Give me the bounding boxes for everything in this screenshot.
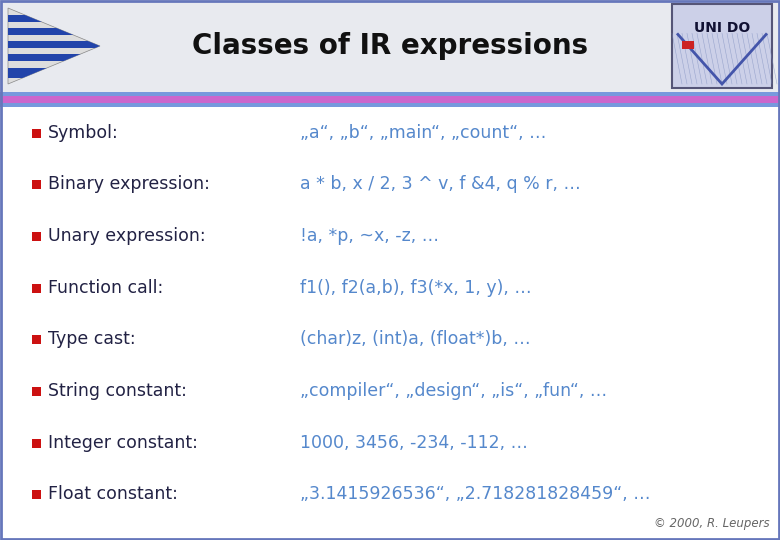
Text: Type cast:: Type cast: (48, 330, 136, 348)
Bar (672, 4, 772, 88)
Text: © 2000, R. Leupers: © 2000, R. Leupers (654, 517, 770, 530)
Text: Classes of IR expressions: Classes of IR expressions (192, 32, 588, 60)
Text: String constant:: String constant: (48, 382, 187, 400)
Text: „3.1415926536“, „2.718281828459“, …: „3.1415926536“, „2.718281828459“, … (300, 485, 651, 503)
Text: Symbol:: Symbol: (48, 124, 119, 142)
Text: Unary expression:: Unary expression: (48, 227, 206, 245)
Bar (32, 335, 41, 345)
Bar (682, 40, 694, 49)
Text: „compiler“, „design“, „is“, „fun“, …: „compiler“, „design“, „is“, „fun“, … (300, 382, 607, 400)
Polygon shape (8, 15, 100, 22)
Text: Binary expression:: Binary expression: (48, 176, 210, 193)
Polygon shape (8, 68, 100, 78)
Text: f1(), f2(a,b), f3(*x, 1, y), …: f1(), f2(a,b), f3(*x, 1, y), … (300, 279, 532, 296)
Text: „a“, „b“, „main“, „count“, …: „a“, „b“, „main“, „count“, … (300, 124, 546, 142)
Text: (char)z, (int)a, (float*)b, …: (char)z, (int)a, (float*)b, … (300, 330, 530, 348)
Polygon shape (8, 28, 100, 35)
Text: Float constant:: Float constant: (48, 485, 178, 503)
Polygon shape (8, 54, 100, 61)
Text: !a, *p, ~x, -z, …: !a, *p, ~x, -z, … (300, 227, 439, 245)
Bar (32, 180, 41, 190)
Bar (32, 284, 41, 293)
Text: Integer constant:: Integer constant: (48, 434, 198, 451)
Text: 1000, 3456, -234, -112, …: 1000, 3456, -234, -112, … (300, 434, 528, 451)
Bar (0, 103, 780, 107)
Bar (0, 96, 780, 103)
Text: UNI DO: UNI DO (694, 21, 750, 35)
Bar (32, 438, 41, 448)
Bar (32, 387, 41, 396)
Polygon shape (8, 8, 100, 84)
Bar (32, 129, 41, 138)
Text: a * b, x / 2, 3 ^ v, f &4, q % r, …: a * b, x / 2, 3 ^ v, f &4, q % r, … (300, 176, 581, 193)
Polygon shape (8, 41, 100, 48)
Text: Function call:: Function call: (48, 279, 163, 296)
Bar (32, 232, 41, 241)
Bar (32, 490, 41, 499)
Bar (0, 0, 780, 92)
Bar (0, 92, 780, 96)
